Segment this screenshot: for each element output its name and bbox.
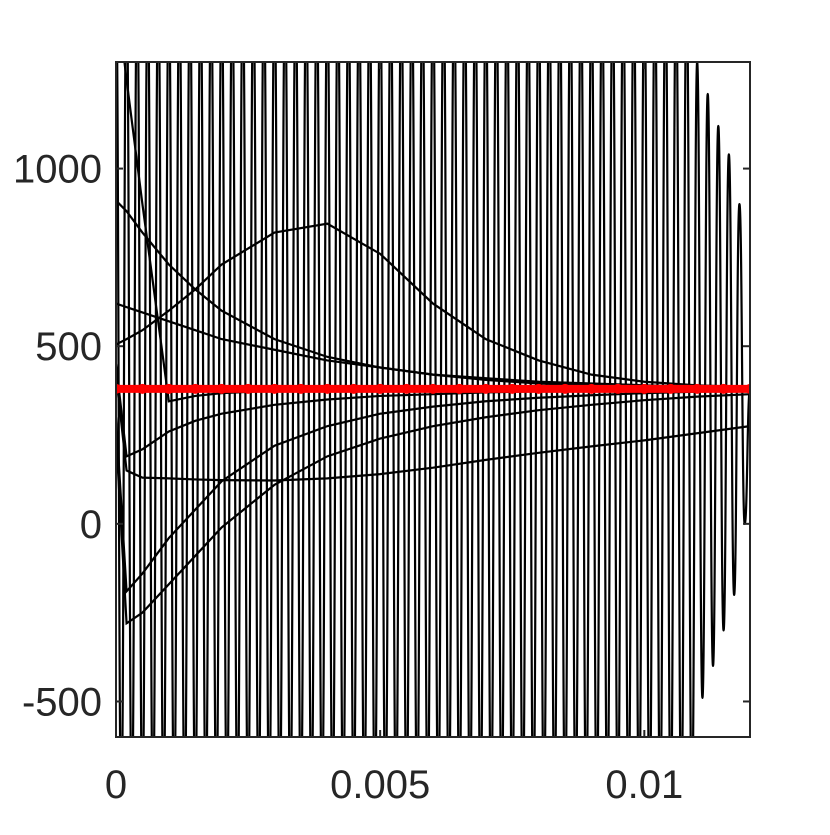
marker [612,383,623,394]
marker [295,383,306,394]
marker [745,383,750,394]
marker [480,383,491,394]
marker [216,383,227,394]
y-tick-label: -500 [22,680,102,724]
marker [718,383,729,394]
marker [375,383,386,394]
x-tick-label: 0 [105,763,127,807]
x-tick-label: 0.01 [605,763,683,807]
y-tick-label: 0 [80,503,102,547]
marker [692,383,703,394]
marker [560,383,571,394]
marker [586,383,597,394]
marker [243,383,254,394]
line [116,393,750,626]
axes-box [115,61,751,738]
marker [401,383,412,394]
marker [322,383,333,394]
line [116,222,750,389]
plot-lines [116,62,750,737]
marker [348,383,359,394]
x-tick-label: 0.005 [330,763,430,807]
marker [507,383,518,394]
marker [137,383,148,394]
marker [665,383,676,394]
y-tick-label: 1000 [13,148,102,192]
line [116,389,750,595]
marker [639,383,650,394]
marker [533,383,544,394]
line [116,62,750,737]
marker [190,383,201,394]
marker [116,383,121,394]
line [116,374,750,482]
marker [428,383,438,394]
y-tick-label: 500 [35,325,102,369]
marker [163,383,174,394]
marker [269,383,280,394]
marker [454,383,465,394]
